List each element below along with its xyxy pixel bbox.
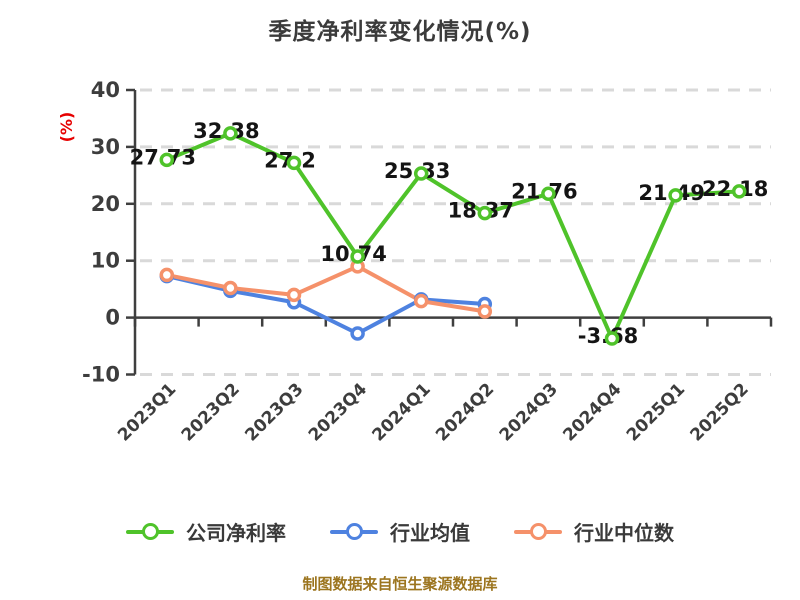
- data-point-marker: [286, 287, 302, 303]
- y-tick-label: -10: [82, 363, 120, 387]
- legend-marker-company: [126, 522, 174, 542]
- data-point-marker: [223, 126, 238, 141]
- x-tick-label: 2023Q4: [305, 379, 371, 445]
- y-tick-label: 0: [105, 306, 120, 330]
- data-point-marker: [604, 331, 620, 346]
- chart-legend: 公司净利率 行业均值 行业中位数: [0, 517, 800, 546]
- chart-title: 季度净利率变化情况(%): [268, 19, 532, 45]
- y-tick-label: 40: [91, 78, 120, 102]
- legend-marker-industry-median: [514, 522, 562, 542]
- data-point-marker: [731, 184, 747, 199]
- data-point-marker: [541, 186, 556, 202]
- y-tick-label: 30: [91, 135, 120, 159]
- data-point-marker: [159, 152, 175, 168]
- data-point-marker: [286, 155, 302, 171]
- y-tick-label: 10: [91, 249, 120, 273]
- legend-item-industry-avg: 行业均值: [330, 517, 470, 546]
- series-line-0: [164, 131, 742, 341]
- data-point-marker: [350, 326, 365, 341]
- data-point-marker: [350, 249, 365, 264]
- data-point-marker: [477, 205, 493, 221]
- x-tick-label: 2023Q2: [178, 379, 244, 445]
- data-source-note: 制图数据来自恒生聚源数据库: [302, 575, 498, 593]
- legend-dot-icon: [142, 522, 159, 540]
- data-point-marker: [668, 188, 683, 203]
- data-point-marker: [413, 293, 429, 309]
- legend-label-industry-median: 行业中位数: [574, 521, 674, 545]
- data-point-marker: [223, 280, 238, 296]
- legend-dot-icon: [530, 522, 547, 540]
- data-point-marker: [159, 267, 175, 283]
- line-chart-plot: 403020100-10(%)2023Q12023Q22023Q32023Q42…: [57, 78, 773, 446]
- legend-item-industry-median: 行业中位数: [514, 517, 674, 546]
- x-tick-label: 2025Q1: [623, 379, 689, 445]
- x-tick-label: 2023Q3: [241, 379, 307, 445]
- legend-label-industry-avg: 行业均值: [390, 521, 470, 545]
- x-tick-label: 2025Q2: [687, 379, 753, 445]
- data-point-marker: [413, 166, 429, 181]
- data-point-marker: [477, 304, 493, 319]
- x-tick-label: 2024Q2: [432, 379, 498, 445]
- y-axis-unit-label: (%): [57, 112, 76, 143]
- legend-marker-industry-avg: [330, 522, 378, 542]
- series-line-1: [164, 274, 487, 336]
- x-tick-label: 2024Q1: [369, 379, 435, 445]
- legend-dot-icon: [346, 522, 363, 540]
- legend-label-company: 公司净利率: [186, 521, 286, 545]
- y-tick-label: 20: [91, 192, 120, 216]
- x-tick-label: 2024Q3: [496, 379, 562, 445]
- legend-item-company: 公司净利率: [126, 517, 286, 546]
- x-tick-label: 2023Q1: [114, 379, 180, 445]
- x-tick-label: 2024Q4: [559, 379, 625, 445]
- series-line-2: [164, 264, 487, 314]
